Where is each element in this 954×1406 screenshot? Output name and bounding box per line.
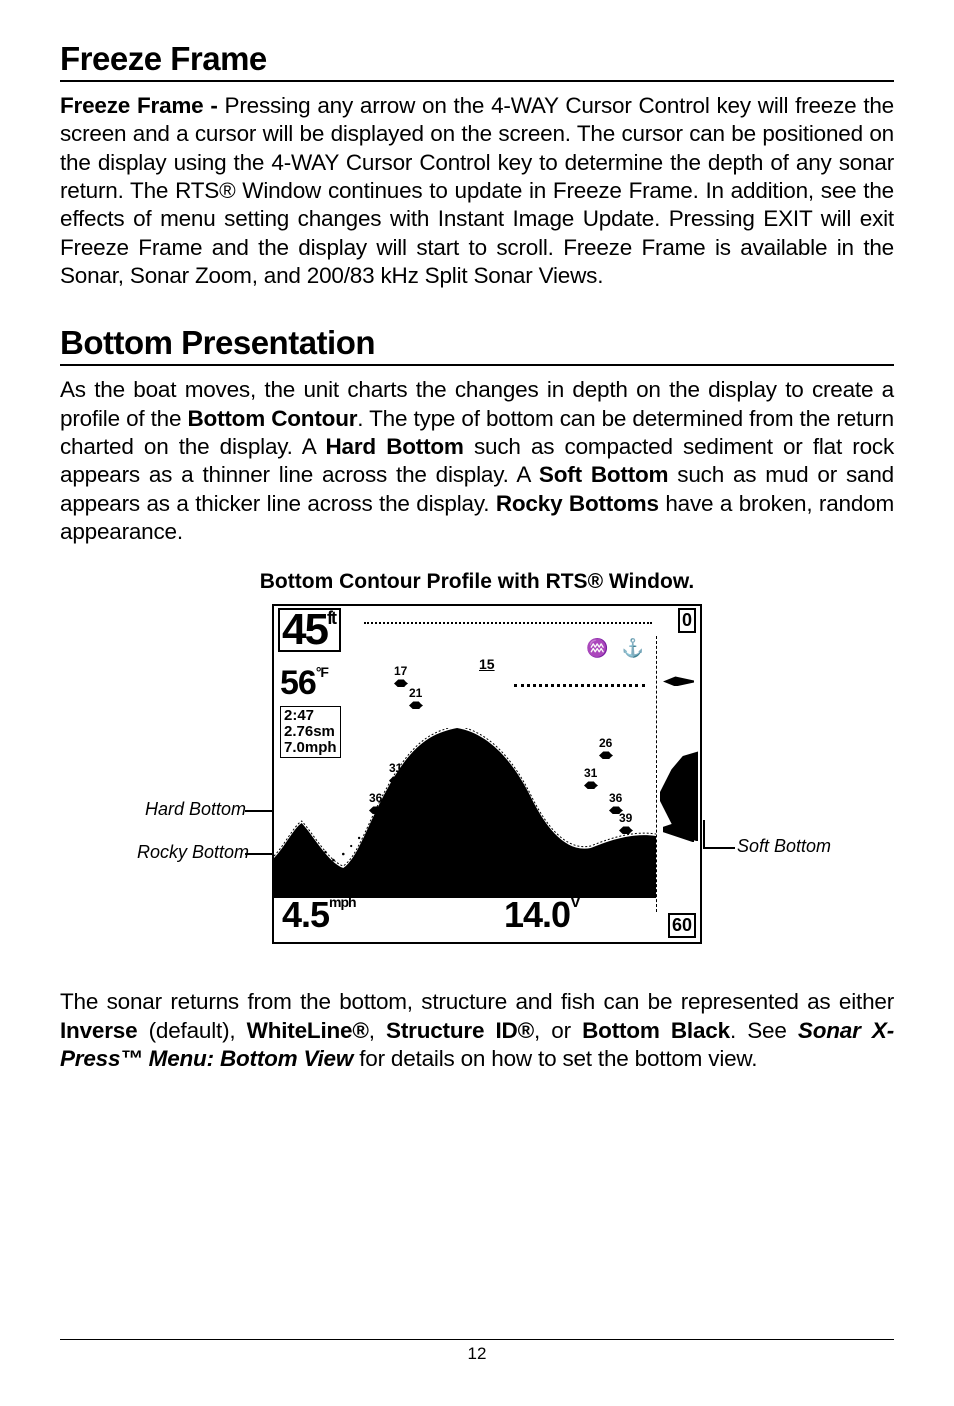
body-freeze-frame: Pressing any arrow on the 4-WAY Cursor C… [60,93,894,288]
para-bottom-2: The sonar returns from the bottom, struc… [60,988,894,1073]
sonar-noise-line [364,622,652,624]
fish-21: 21 [409,686,423,709]
para-freeze-frame: Freeze Frame - Pressing any arrow on the… [60,92,894,290]
sonar-temp: 56°F [280,664,328,703]
sonar-tick-15: 15 [479,656,495,672]
page-footer: 12 [60,1339,894,1364]
lead-freeze-frame: Freeze Frame - [60,93,225,118]
para-bottom-1: As the boat moves, the unit charts the c… [60,376,894,546]
heading-freeze-frame: Freeze Frame [60,40,894,82]
sonar-scale-top: 0 [678,608,696,633]
figure-container: Hard Bottom Rocky Bottom Soft Bottom 45f… [60,604,894,964]
bottom-contour-figure: Hard Bottom Rocky Bottom Soft Bottom 45f… [127,604,827,964]
page-number: 12 [468,1344,487,1363]
leader-soft-v [703,820,705,848]
sonar-speed: 4.5mph [282,894,356,936]
label-soft-bottom: Soft Bottom [737,836,831,857]
fish-17: 17 [394,664,408,687]
heading-bottom-presentation: Bottom Presentation [60,324,894,366]
sonar-icons: ♒ ⚓ [586,638,648,659]
sonar-terrain [274,728,656,898]
sonar-noise-blob [514,684,645,689]
sonar-volts: 14.0V [504,894,580,936]
sonar-rts-window [656,636,698,912]
figure-caption: Bottom Contour Profile with RTS® Window. [60,570,894,594]
sonar-depth: 45ft [278,608,341,652]
sonar-scale-bottom: 60 [668,913,696,938]
leader-soft [703,847,735,849]
label-rocky-bottom: Rocky Bottom [137,842,249,863]
label-hard-bottom: Hard Bottom [145,799,246,820]
sonar-screenshot: 45ft 56°F 2:47 2.76sm 7.0mph 0 60 ♒ ⚓ 15… [272,604,702,944]
